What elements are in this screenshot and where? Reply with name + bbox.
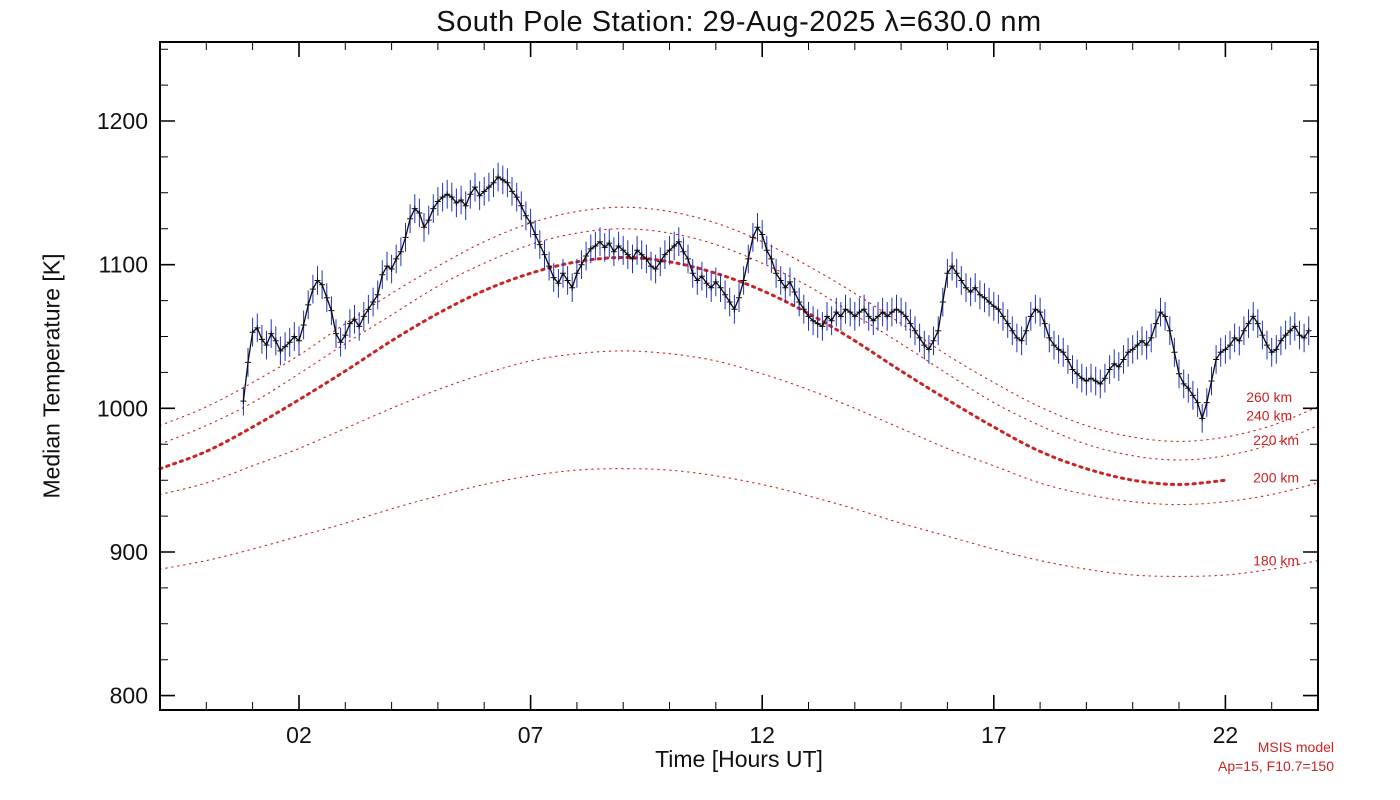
model-curve-label: 200 km xyxy=(1253,469,1299,485)
x-tick-label: 17 xyxy=(981,722,1007,748)
model-curve-label: 240 km xyxy=(1246,408,1292,424)
data-line xyxy=(242,176,1310,421)
y-tick-label: 800 xyxy=(110,683,148,709)
y-tick-label: 900 xyxy=(110,539,148,565)
y-tick-label: 1000 xyxy=(97,395,148,421)
msis-model-line2: Ap=15, F10.7=150 xyxy=(1218,757,1334,774)
error-bars xyxy=(242,162,1310,433)
x-tick-label: 22 xyxy=(1213,722,1239,748)
model-curve-label: 180 km xyxy=(1253,553,1299,569)
data-markers xyxy=(240,174,1312,422)
chart-title: South Pole Station: 29-Aug-2025 λ=630.0 … xyxy=(436,6,1042,38)
x-tick-label: 12 xyxy=(749,722,775,748)
axes: 02 07 12 17 22 800 900 1000 1100 1200 xyxy=(97,41,1319,748)
model-curve-label: 260 km xyxy=(1246,389,1292,405)
model-curve-220-km xyxy=(158,255,1227,487)
x-axis-label: Time [Hours UT] xyxy=(655,746,823,772)
msis-model-annotation: MSIS model Ap=15, F10.7=150 xyxy=(1218,738,1334,776)
x-tick-label: 02 xyxy=(286,722,312,748)
model-curve-240-km xyxy=(159,228,1319,461)
model-curves: 260 km 240 km 220 km 200 km 180 km xyxy=(158,206,1319,577)
measured-series xyxy=(240,162,1312,433)
y-tick-label: 1200 xyxy=(97,108,148,134)
msis-model-line1: MSIS model xyxy=(1257,739,1334,755)
y-tick-label: 1100 xyxy=(99,252,148,278)
x-tick-label: 07 xyxy=(518,722,544,748)
model-curve-260-km xyxy=(159,206,1319,442)
model-curve-label: 220 km xyxy=(1253,432,1299,448)
plot-frame xyxy=(159,41,1319,711)
model-curve-180-km xyxy=(159,468,1319,577)
